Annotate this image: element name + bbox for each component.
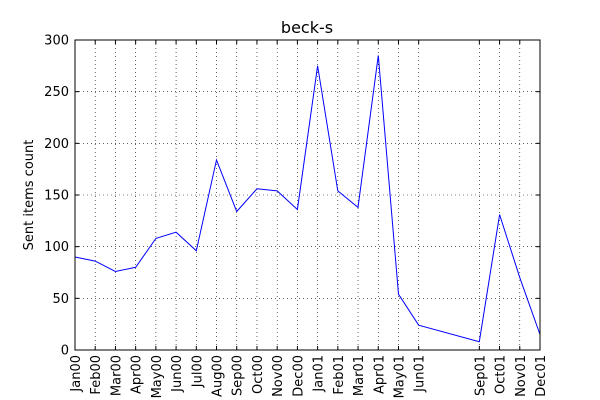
x-tick-label: Jun01 (413, 355, 428, 393)
y-tick-label: 150 (44, 189, 69, 204)
y-tick-label: 200 (44, 137, 69, 152)
x-tick-label: Oct00 (251, 355, 266, 394)
x-tick-label: Feb00 (89, 355, 104, 395)
x-tick-label: Dec01 (534, 355, 549, 397)
y-tick-label: 100 (44, 240, 69, 255)
x-tick-label: Apr00 (130, 355, 145, 394)
x-tick-label: Feb01 (332, 355, 347, 395)
x-tick-label: Nov01 (514, 355, 529, 397)
y-tick-label: 300 (44, 34, 69, 49)
x-tick-label: May01 (392, 355, 407, 398)
x-tick-label: Jan00 (69, 355, 84, 393)
y-axis-ticks: 0 50 100 150 200 250 300 (44, 34, 540, 359)
y-tick-label: 250 (44, 85, 69, 100)
x-tick-label: Mar00 (109, 355, 124, 396)
x-tick-label: Sep01 (473, 355, 488, 396)
x-tick-label: Mar01 (352, 355, 367, 396)
grid-lines (75, 40, 540, 350)
y-axis-label: Sent items count (22, 140, 37, 251)
series-line (74, 55, 541, 343)
x-tick-label: Sep00 (231, 355, 246, 396)
x-tick-label: Jun00 (170, 355, 185, 393)
x-tick-label: May00 (150, 355, 165, 398)
x-tick-label: Jan01 (312, 355, 327, 393)
x-tick-label: Aug00 (211, 355, 226, 397)
x-tick-label: Jul00 (190, 355, 205, 388)
x-tick-label: Oct01 (494, 355, 509, 394)
chart-title: beck-s (281, 18, 333, 37)
x-tick-label: Dec00 (291, 355, 306, 397)
x-tick-label: Apr01 (372, 355, 387, 394)
data-series (74, 55, 541, 343)
x-tick-label: Nov00 (271, 355, 286, 397)
y-tick-label: 50 (52, 292, 69, 307)
x-axis-ticks: Jan00 Feb00 Mar00 Apr00 May00 Jun00 Jul00 Aug00… (69, 40, 549, 398)
y-tick-label: 0 (61, 344, 69, 359)
